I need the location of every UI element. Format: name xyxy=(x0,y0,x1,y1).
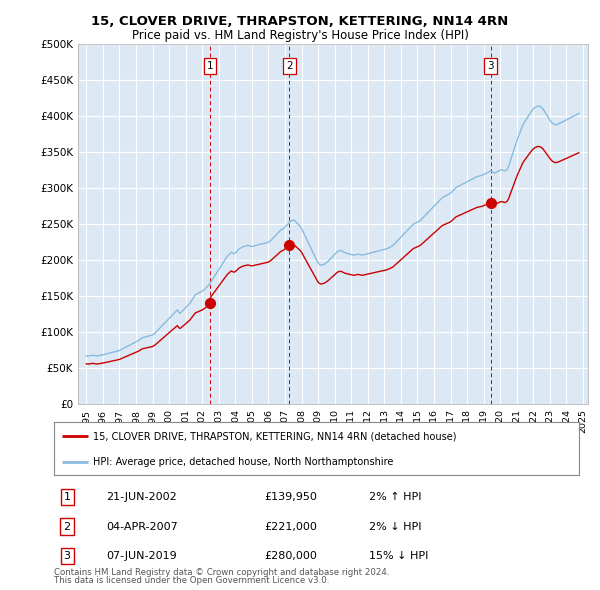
Text: 15% ↓ HPI: 15% ↓ HPI xyxy=(369,551,428,561)
Text: 1: 1 xyxy=(64,492,71,502)
Text: 15, CLOVER DRIVE, THRAPSTON, KETTERING, NN14 4RN (detached house): 15, CLOVER DRIVE, THRAPSTON, KETTERING, … xyxy=(94,431,457,441)
Text: This data is licensed under the Open Government Licence v3.0.: This data is licensed under the Open Gov… xyxy=(54,576,329,585)
Text: 2% ↓ HPI: 2% ↓ HPI xyxy=(369,522,421,532)
Text: 07-JUN-2019: 07-JUN-2019 xyxy=(107,551,177,561)
Text: HPI: Average price, detached house, North Northamptonshire: HPI: Average price, detached house, Nort… xyxy=(94,457,394,467)
Text: 04-APR-2007: 04-APR-2007 xyxy=(107,522,178,532)
Text: Price paid vs. HM Land Registry's House Price Index (HPI): Price paid vs. HM Land Registry's House … xyxy=(131,30,469,42)
Text: Contains HM Land Registry data © Crown copyright and database right 2024.: Contains HM Land Registry data © Crown c… xyxy=(54,568,389,577)
Text: 2% ↑ HPI: 2% ↑ HPI xyxy=(369,492,421,502)
Text: 3: 3 xyxy=(64,551,71,561)
Text: 15, CLOVER DRIVE, THRAPSTON, KETTERING, NN14 4RN: 15, CLOVER DRIVE, THRAPSTON, KETTERING, … xyxy=(91,15,509,28)
Text: 21-JUN-2002: 21-JUN-2002 xyxy=(107,492,177,502)
Text: 2: 2 xyxy=(64,522,71,532)
Text: 1: 1 xyxy=(206,61,213,71)
Text: £221,000: £221,000 xyxy=(264,522,317,532)
Text: £280,000: £280,000 xyxy=(264,551,317,561)
Text: 3: 3 xyxy=(487,61,494,71)
Text: 2: 2 xyxy=(286,61,292,71)
Text: £139,950: £139,950 xyxy=(264,492,317,502)
